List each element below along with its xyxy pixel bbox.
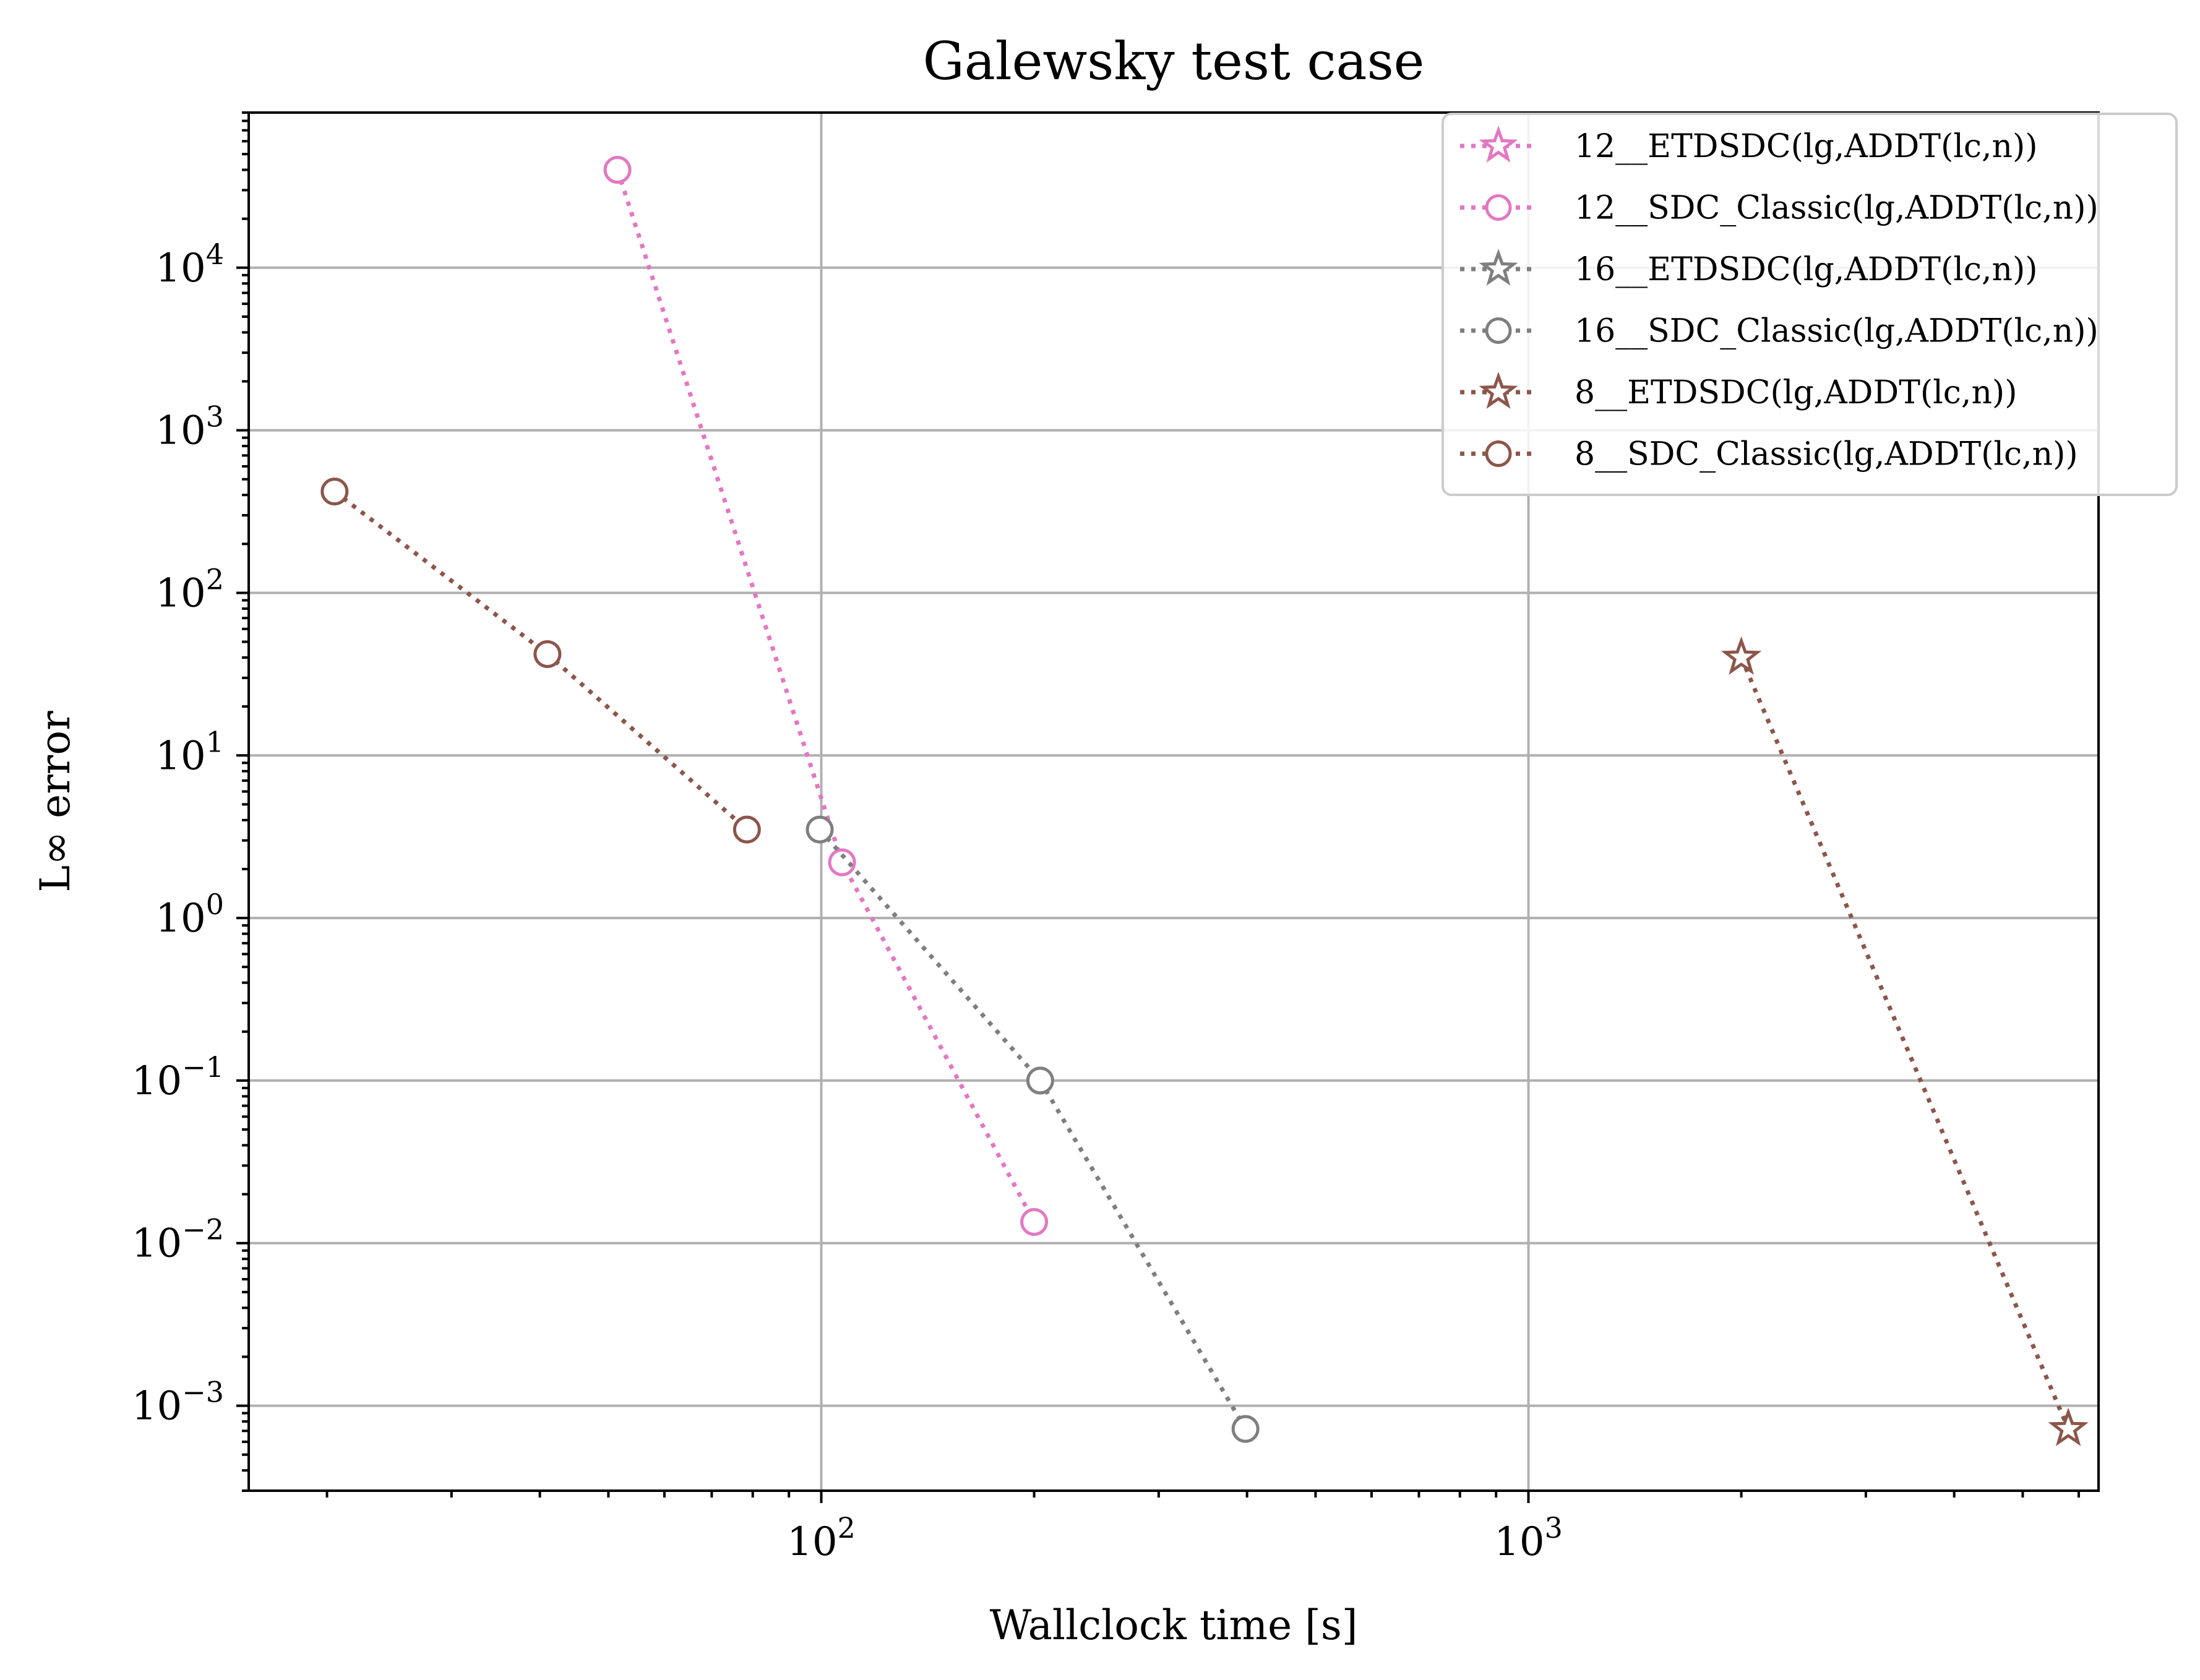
plot-series <box>320 156 2089 1446</box>
legend-label: 16__ETDSDC(lg,ADDT(lc,n)) <box>1575 251 2038 288</box>
legend-label: 12__ETDSDC(lg,ADDT(lc,n)) <box>1575 128 2038 165</box>
x-tick-label: 103 <box>1494 1511 1563 1565</box>
legend-marker <box>1485 440 1512 467</box>
x-axis-label: Wallclock time [s] <box>989 1601 1357 1649</box>
series-group <box>1721 636 2089 1446</box>
y-tick-label: 102 <box>155 562 224 616</box>
y-tick-label: 10−1 <box>132 1050 224 1104</box>
data-point <box>828 848 856 876</box>
legend-entry: 16__SDC_Classic(lg,ADDT(lc,n)) <box>1460 313 2099 350</box>
data-point <box>533 640 562 668</box>
legend-marker <box>1479 125 1518 163</box>
data-point <box>1026 1066 1054 1095</box>
legend-marker <box>1485 194 1512 221</box>
legend-box <box>1442 113 2178 496</box>
series-group <box>603 156 1049 1236</box>
grid <box>249 113 2099 1491</box>
chart-title: Galewsky test case <box>923 31 1425 92</box>
data-point <box>320 478 349 506</box>
legend-label: 8__ETDSDC(lg,ADDT(lc,n)) <box>1575 374 2017 411</box>
legend-entry: 16__ETDSDC(lg,ADDT(lc,n)) <box>1460 248 2038 288</box>
plot-frame <box>247 111 2100 1492</box>
y-tick-label: 104 <box>155 238 224 291</box>
series-group <box>806 815 1260 1443</box>
legend-entry: 12__ETDSDC(lg,ADDT(lc,n)) <box>1460 125 2038 165</box>
legend-entry: 8__SDC_Classic(lg,ADDT(lc,n)) <box>1460 436 2078 473</box>
legend-label: 16__SDC_Classic(lg,ADDT(lc,n)) <box>1575 313 2099 350</box>
x-tick-label: 102 <box>787 1511 856 1565</box>
data-point <box>2048 1407 2089 1446</box>
y-tick-label: 101 <box>155 725 224 779</box>
legend-entry: 8__ETDSDC(lg,ADDT(lc,n)) <box>1460 371 2017 411</box>
data-point <box>806 815 834 844</box>
legend: 12__ETDSDC(lg,ADDT(lc,n)) 12__SDC_Classic… <box>1442 113 2178 496</box>
y-tick-label: 103 <box>155 400 224 454</box>
legend-entry: 12__SDC_Classic(lg,ADDT(lc,n)) <box>1460 190 2099 227</box>
legend-marker <box>1479 248 1518 286</box>
y-axis-label: L∞ error <box>32 711 79 893</box>
data-point <box>1020 1207 1049 1236</box>
data-point <box>1721 636 1762 675</box>
data-point <box>603 156 632 184</box>
data-point <box>733 815 761 844</box>
y-tick-label: 100 <box>155 888 224 941</box>
legend-label: 12__SDC_Classic(lg,ADDT(lc,n)) <box>1575 190 2099 227</box>
series-group <box>320 478 761 844</box>
y-tick-label: 10−2 <box>132 1213 224 1267</box>
data-point <box>1231 1415 1260 1443</box>
y-tick-label: 10−3 <box>132 1376 224 1429</box>
legend-label: 8__SDC_Classic(lg,ADDT(lc,n)) <box>1575 436 2078 473</box>
legend-marker <box>1479 371 1518 409</box>
legend-marker <box>1485 317 1512 344</box>
axis-ticks: 102 103 104 103 102 101 100 10−1 10−2 10−3 <box>132 111 2080 1565</box>
